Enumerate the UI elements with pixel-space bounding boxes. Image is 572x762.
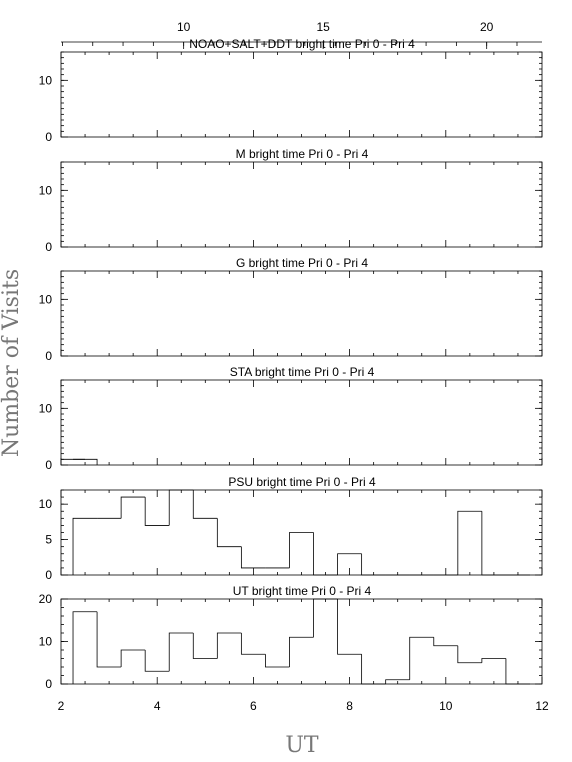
panel: 0 5 10 PSU bright time Pri 0 - Pri 4 [39, 475, 543, 582]
histogram-bar [120, 496, 146, 519]
top-axis-tick-label: 15 [316, 20, 330, 34]
histogram-bar [192, 490, 218, 519]
histogram-bar [433, 637, 458, 647]
histogram-bar [216, 518, 242, 548]
histogram-bar [481, 511, 506, 576]
y-axis-label: Number of Visits [0, 269, 24, 457]
histogram-bar [313, 598, 338, 638]
panel-y-tick-label: 10 [39, 635, 53, 649]
panel-frame [60, 51, 543, 138]
x-axis-label: UT [285, 733, 319, 758]
panel-title: STA bright time Pri 0 - Pri 4 [230, 365, 375, 379]
histogram-bar [72, 517, 98, 575]
panel-frame [60, 379, 543, 466]
histogram-bar [240, 546, 266, 569]
x-tick-label: 4 [154, 699, 161, 713]
panel-title: UT bright time Pri 0 - Pri 4 [233, 584, 372, 598]
panel: 0 10 M bright time Pri 0 - Pri 4 [39, 147, 543, 254]
panel-y-tick-label: 10 [39, 183, 53, 197]
histogram-bar [409, 636, 434, 680]
histogram-bar [361, 654, 386, 685]
histogram-bar [168, 632, 194, 672]
histogram-bar [505, 658, 530, 685]
bottom-axis: 2 4 6 8 10 12 [58, 699, 549, 713]
histogram-bar [72, 611, 98, 684]
panel-y-tick-label: 0 [45, 349, 52, 363]
histogram-bar [60, 458, 86, 465]
histogram-bar [96, 611, 122, 668]
panel: 0 10 STA bright time Pri 0 - Pri 4 [39, 365, 543, 472]
histogram-bar [73, 458, 98, 465]
panel-frame [60, 270, 543, 357]
histogram-bar [216, 632, 242, 659]
histogram-bar [265, 654, 290, 668]
panel-y-tick-label: 10 [39, 497, 53, 511]
histogram-bar [457, 510, 482, 575]
panels: 0 10 NOAO+SALT+DDT bright time Pri 0 - Pri… [39, 37, 543, 691]
panel-y-tick-label: 0 [45, 568, 52, 582]
histogram-bar [144, 497, 170, 526]
x-tick-label: 2 [58, 699, 65, 713]
histogram-bar [289, 636, 314, 667]
panel-y-tick-label: 0 [45, 677, 52, 691]
histogram-bar [144, 650, 170, 672]
panel-title: M bright time Pri 0 - Pri 4 [236, 147, 369, 161]
histogram-bar [337, 599, 362, 655]
top-axis-tick-label: 20 [480, 20, 494, 34]
panel: 0 10 NOAO+SALT+DDT bright time Pri 0 - Pri… [39, 37, 543, 144]
top-axis: 10 15 20 [61, 20, 542, 49]
panel-title: PSU bright time Pri 0 - Pri 4 [228, 475, 376, 489]
histogram-bar [168, 489, 194, 526]
panel-frame [60, 598, 543, 685]
histogram-bar [481, 658, 506, 663]
panel-y-tick-label: 10 [39, 401, 53, 415]
panel: 0 10 20 UT bright time Pri 0 - Pri 4 [39, 584, 543, 691]
panel-y-tick-label: 0 [45, 130, 52, 144]
histogram-bar [457, 645, 482, 664]
histogram-bar [192, 633, 218, 659]
panel-y-tick-label: 0 [45, 240, 52, 254]
histogram-bar [289, 532, 314, 568]
x-tick-label: 8 [346, 699, 353, 713]
histogram-bar [385, 679, 410, 684]
panel-y-tick-label: 0 [45, 458, 52, 472]
histogram-bar [313, 532, 338, 576]
x-tick-label: 12 [535, 699, 549, 713]
panel-y-tick-label: 10 [39, 292, 53, 306]
panel-y-tick-label: 20 [39, 592, 53, 606]
panel-frame [60, 161, 543, 248]
x-tick-label: 6 [250, 699, 257, 713]
x-tick-label: 10 [439, 699, 453, 713]
histogram-bar [337, 553, 362, 575]
histogram-bar [240, 633, 266, 655]
histogram-bar [120, 649, 146, 667]
panel-title: NOAO+SALT+DDT bright time Pri 0 - Pri 4 [189, 37, 415, 51]
panel-title: G bright time Pri 0 - Pri 4 [236, 256, 368, 270]
panel-y-tick-label: 5 [45, 533, 52, 547]
top-axis-tick-label: 10 [177, 20, 191, 34]
panel-y-tick-label: 10 [39, 73, 53, 87]
panel: 0 10 G bright time Pri 0 - Pri 4 [39, 256, 543, 363]
histogram-bar [361, 553, 386, 576]
